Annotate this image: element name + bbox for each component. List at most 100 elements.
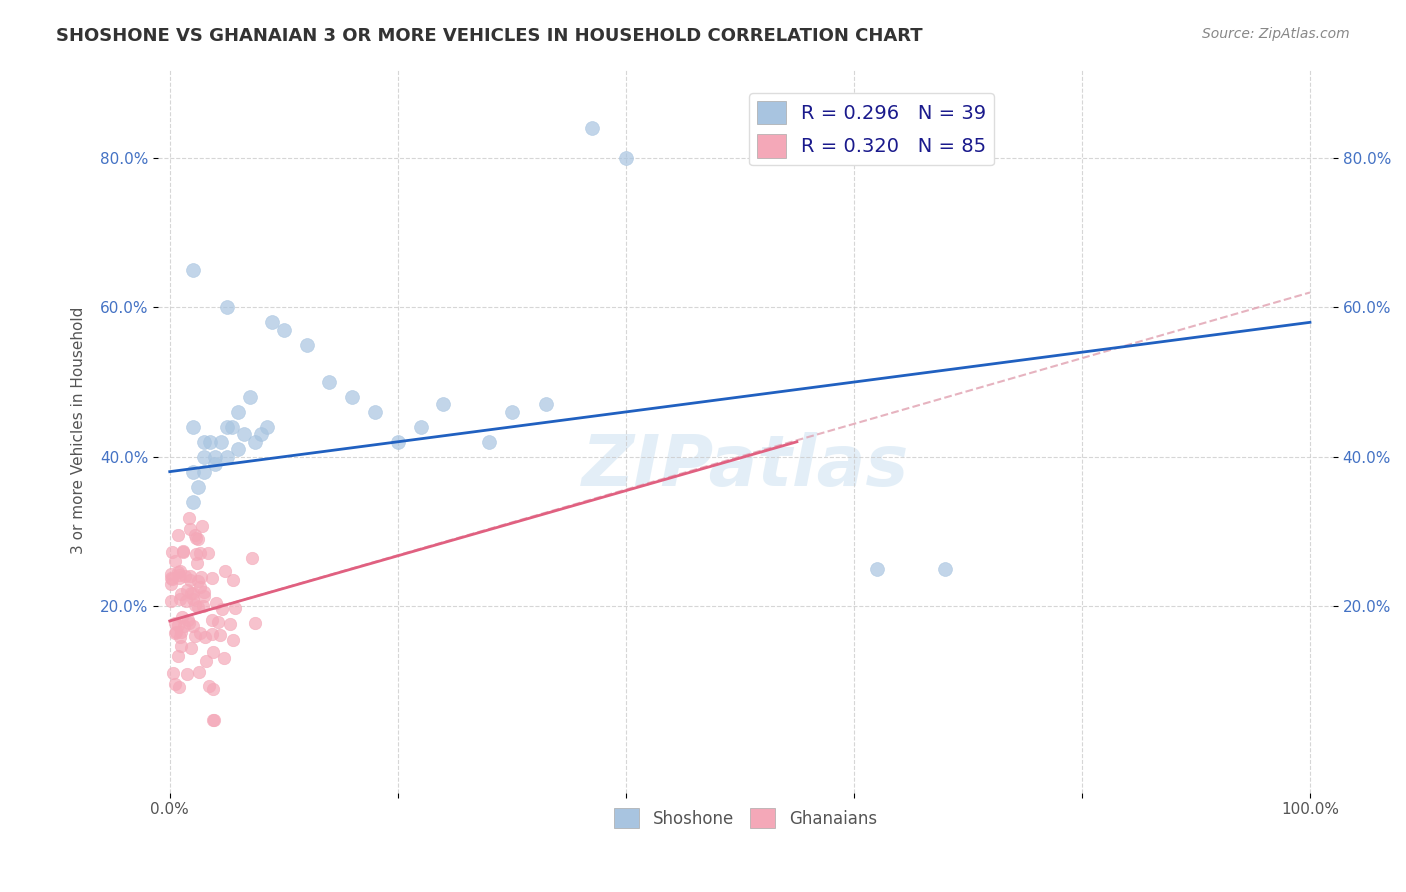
- Point: [224, 601, 246, 615]
- Point: [202, 682, 225, 697]
- Point: [222, 632, 245, 647]
- Point: [201, 626, 224, 640]
- Point: [173, 619, 195, 633]
- Point: [198, 679, 221, 693]
- Point: [179, 573, 201, 587]
- Y-axis label: 3 or more Vehicles in Household: 3 or more Vehicles in Household: [72, 307, 86, 554]
- Point: [934, 562, 956, 576]
- Point: [204, 457, 226, 471]
- Point: [215, 450, 238, 464]
- Point: [160, 573, 183, 587]
- Point: [176, 666, 198, 681]
- Point: [188, 665, 211, 679]
- Point: [866, 562, 889, 576]
- Point: [160, 566, 183, 581]
- Point: [181, 494, 204, 508]
- Point: [194, 630, 217, 644]
- Point: [190, 570, 212, 584]
- Point: [581, 121, 603, 136]
- Text: Source: ZipAtlas.com: Source: ZipAtlas.com: [1202, 27, 1350, 41]
- Point: [184, 599, 207, 613]
- Point: [160, 571, 183, 585]
- Point: [184, 531, 207, 545]
- Point: [187, 599, 209, 614]
- Point: [184, 629, 207, 643]
- Point: [534, 397, 557, 411]
- Point: [181, 465, 204, 479]
- Point: [160, 594, 183, 608]
- Point: [193, 450, 215, 464]
- Point: [162, 545, 184, 559]
- Point: [163, 615, 186, 630]
- Point: [193, 599, 215, 613]
- Point: [501, 405, 523, 419]
- Point: [180, 586, 202, 600]
- Point: [239, 390, 262, 404]
- Point: [160, 577, 183, 591]
- Point: [167, 565, 190, 579]
- Text: SHOSHONE VS GHANAIAN 3 OR MORE VEHICLES IN HOUSEHOLD CORRELATION CHART: SHOSHONE VS GHANAIAN 3 OR MORE VEHICLES …: [56, 27, 922, 45]
- Point: [174, 593, 197, 607]
- Point: [198, 434, 221, 449]
- Point: [209, 434, 232, 449]
- Point: [187, 532, 209, 546]
- Point: [250, 427, 273, 442]
- Point: [190, 580, 212, 594]
- Point: [226, 442, 249, 457]
- Point: [183, 528, 205, 542]
- Point: [208, 627, 231, 641]
- Point: [211, 602, 233, 616]
- Point: [207, 615, 229, 629]
- Point: [215, 420, 238, 434]
- Point: [186, 547, 208, 561]
- Point: [166, 528, 188, 542]
- Point: [169, 631, 191, 645]
- Point: [387, 434, 409, 449]
- Point: [162, 665, 184, 680]
- Point: [188, 546, 211, 560]
- Point: [172, 544, 194, 558]
- Point: [177, 616, 200, 631]
- Point: [240, 551, 263, 566]
- Point: [205, 596, 228, 610]
- Point: [165, 624, 187, 639]
- Point: [318, 375, 340, 389]
- Point: [167, 618, 190, 632]
- Point: [167, 568, 190, 582]
- Point: [169, 564, 191, 578]
- Point: [193, 465, 215, 479]
- Point: [170, 587, 193, 601]
- Point: [256, 420, 278, 434]
- Point: [204, 450, 226, 464]
- Point: [201, 713, 224, 727]
- Point: [212, 650, 235, 665]
- Point: [181, 263, 204, 277]
- Point: [167, 681, 190, 695]
- Point: [167, 571, 190, 585]
- Point: [180, 641, 202, 656]
- Point: [187, 574, 209, 589]
- Point: [163, 677, 186, 691]
- Point: [364, 405, 387, 419]
- Point: [193, 584, 215, 599]
- Point: [163, 554, 186, 568]
- Point: [169, 591, 191, 606]
- Point: [188, 626, 211, 640]
- Text: ZIPatlas: ZIPatlas: [582, 433, 910, 501]
- Point: [218, 617, 240, 632]
- Point: [170, 625, 193, 640]
- Point: [214, 564, 236, 578]
- Point: [262, 315, 284, 329]
- Point: [432, 397, 454, 411]
- Point: [295, 337, 318, 351]
- Point: [409, 420, 432, 434]
- Point: [167, 648, 190, 663]
- Point: [193, 589, 215, 603]
- Point: [170, 610, 193, 624]
- Point: [181, 420, 204, 434]
- Point: [201, 645, 224, 659]
- Point: [226, 405, 249, 419]
- Point: [245, 434, 267, 449]
- Point: [187, 479, 209, 493]
- Point: [177, 613, 200, 627]
